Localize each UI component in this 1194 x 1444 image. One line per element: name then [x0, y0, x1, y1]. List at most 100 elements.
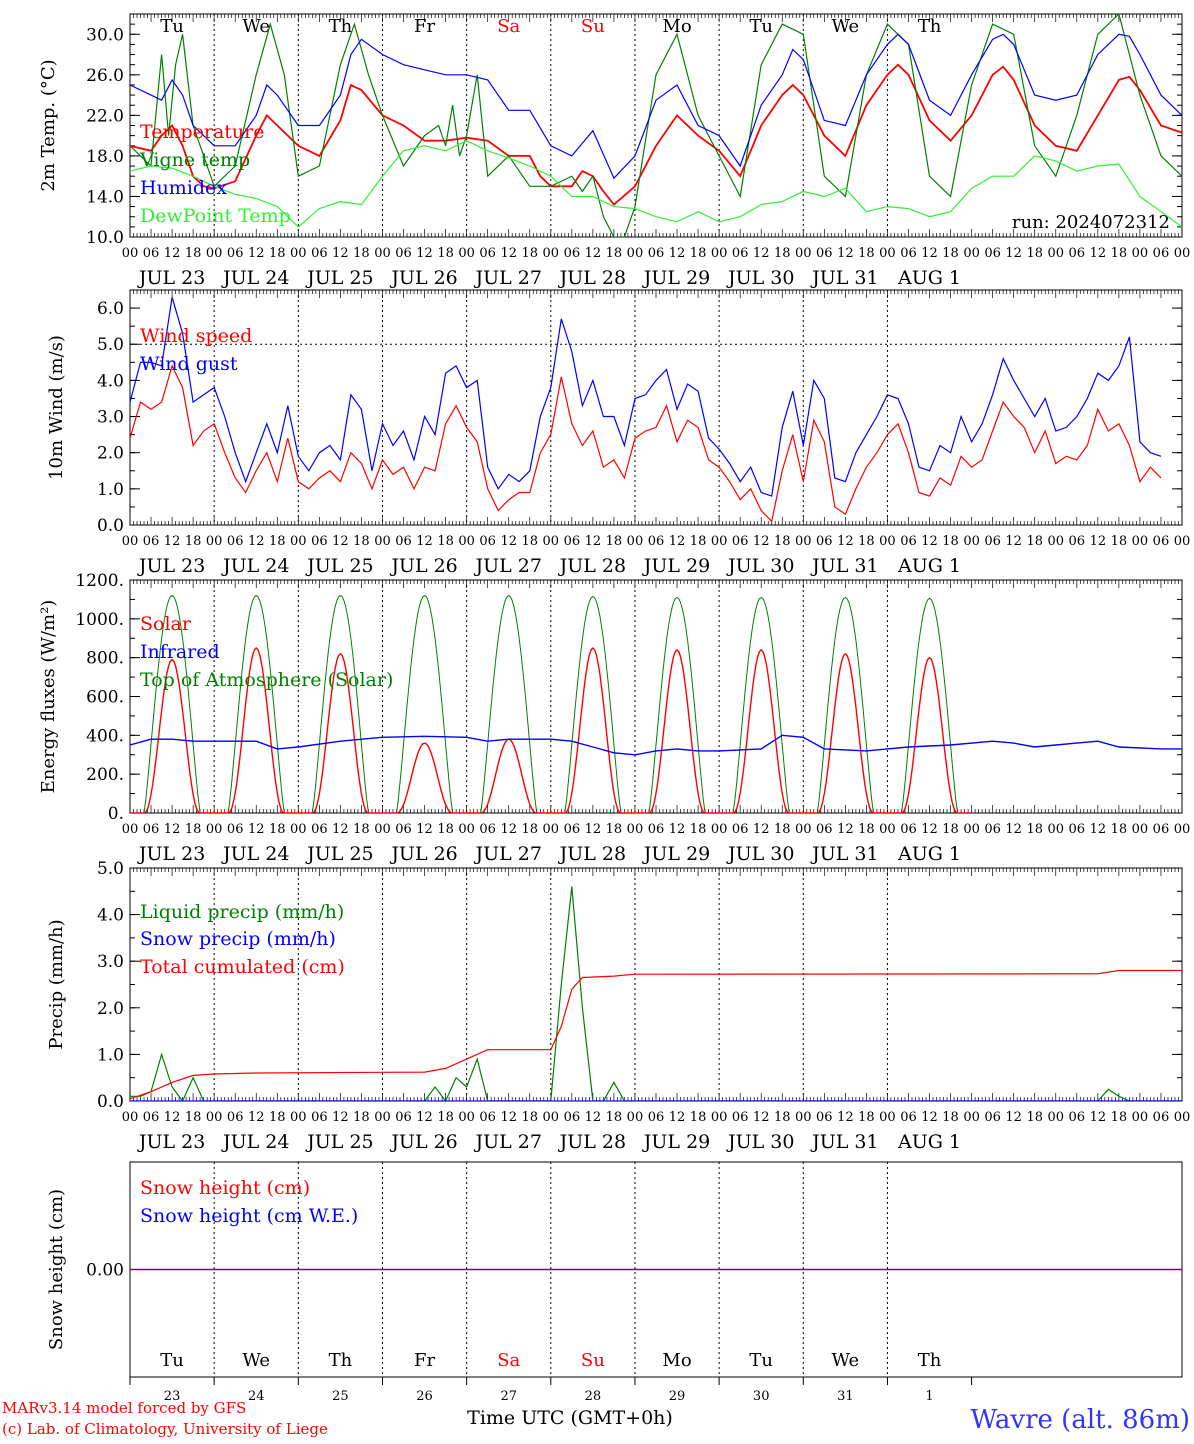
y-tick-label: 3.0 [97, 408, 124, 428]
hour-label: 18 [690, 1110, 707, 1125]
y-tick-label: 0.0 [97, 516, 124, 536]
hour-label: 12 [1090, 534, 1107, 549]
hour-label: 12 [669, 822, 686, 837]
day-name: Fr [414, 16, 435, 37]
date-label: JUL 31 [810, 555, 878, 577]
date-label: JUL 31 [810, 843, 878, 865]
date-label: JUL 28 [558, 555, 626, 577]
hour-label: 06 [1069, 1110, 1086, 1125]
hour-label: 00 [122, 1110, 139, 1125]
hour-label: 12 [585, 534, 602, 549]
bottom-day-name: We [832, 1350, 860, 1371]
hour-label: 06 [311, 1110, 328, 1125]
date-label: AUG 1 [897, 1131, 961, 1153]
date-label: JUL 24 [221, 843, 289, 865]
hour-label: 06 [143, 534, 160, 549]
hour-label: 18 [1111, 822, 1128, 837]
y-tick-label: 1.0 [97, 1045, 124, 1065]
hour-label: 00 [374, 534, 391, 549]
hour-label: 12 [164, 534, 181, 549]
legend-entry: Infrared [140, 641, 220, 663]
hour-label: 06 [564, 822, 581, 837]
hour-label: 00 [711, 1110, 728, 1125]
hour-label: 00 [795, 822, 812, 837]
hour-label: 06 [1069, 822, 1086, 837]
day-name: Th [329, 16, 353, 37]
hour-label: 00 [458, 822, 475, 837]
hour-label: 12 [500, 822, 517, 837]
panel-4: 0.0 1.0 2.0 3.0 4.0 5.0 Precip (mm/h) 00 06 12 18 0… [46, 859, 1190, 1153]
hour-label: 00 [1132, 246, 1149, 261]
y-tick-label: 400. [86, 726, 124, 746]
hour-label: 06 [1153, 246, 1170, 261]
date-label: JUL 30 [726, 555, 794, 577]
hour-label: 06 [395, 822, 412, 837]
hour-label: 00 [795, 1110, 812, 1125]
date-label: JUL 26 [389, 555, 457, 577]
date-label: JUL 23 [137, 267, 205, 289]
hour-label: 06 [143, 246, 160, 261]
hour-label: 12 [1090, 246, 1107, 261]
hour-label: 18 [690, 822, 707, 837]
day-name: Sa [497, 16, 520, 37]
hour-label: 12 [416, 534, 433, 549]
date-label: JUL 25 [305, 1131, 373, 1153]
bottom-day-name: Th [329, 1350, 353, 1371]
hour-label: 06 [816, 1110, 833, 1125]
hour-label: 12 [1005, 246, 1022, 261]
legend-entry: Wind gust [140, 353, 238, 375]
date-label: JUL 27 [473, 1131, 541, 1153]
bottom-day-number: 27 [500, 1389, 517, 1404]
hour-label: 12 [837, 1110, 854, 1125]
hour-label: 18 [185, 534, 202, 549]
hour-label: 12 [837, 534, 854, 549]
bottom-day-number: 24 [248, 1389, 265, 1404]
hour-label: 00 [879, 534, 896, 549]
hour-label: 00 [374, 246, 391, 261]
hour-label: 18 [1111, 1110, 1128, 1125]
hour-label: 00 [1047, 246, 1064, 261]
hour-label: 06 [648, 822, 665, 837]
date-label: JUL 27 [473, 555, 541, 577]
hour-label: 00 [627, 1110, 644, 1125]
bottom-day-name: Tu [160, 1350, 184, 1371]
date-label: JUL 23 [137, 843, 205, 865]
y-tick-label: 0.00 [86, 1261, 124, 1281]
panel-5: 0.00 Snow height (cm) Snow height (cm) Snow… [46, 1161, 1183, 1404]
legend-entry: Total cumulated (cm) [140, 956, 345, 978]
hour-label: 06 [395, 1110, 412, 1125]
y-tick-label: 26.0 [86, 66, 124, 86]
hour-label: 12 [921, 246, 938, 261]
hour-label: 00 [1174, 246, 1191, 261]
day-name: Th [918, 16, 942, 37]
panel-1: 10.0 14.0 18.0 22.0 26.0 30.0 2m Temp. (°C) 00 0… [38, 13, 1191, 289]
hour-label: 18 [521, 534, 538, 549]
hour-label: 00 [879, 822, 896, 837]
hour-label: 18 [942, 246, 959, 261]
hour-label: 00 [543, 1110, 560, 1125]
legend-entry: Liquid precip (mm/h) [140, 901, 344, 923]
legend-entry: Temperature [140, 121, 264, 143]
hour-label: 00 [1132, 1110, 1149, 1125]
hour-label: 12 [500, 246, 517, 261]
hour-label: 06 [984, 822, 1001, 837]
hour-label: 18 [521, 1110, 538, 1125]
panel-2: 0.0 1.0 2.0 3.0 4.0 5.0 6.0 10m Wind (m/s) 00 06 1… [46, 289, 1190, 577]
hour-label: 00 [963, 1110, 980, 1125]
series-line-humidex [130, 33, 1182, 180]
hour-label: 00 [290, 534, 307, 549]
hour-label: 18 [437, 822, 454, 837]
hour-label: 06 [479, 1110, 496, 1125]
hour-label: 00 [458, 534, 475, 549]
hour-label: 12 [921, 822, 938, 837]
hour-label: 00 [543, 246, 560, 261]
y-tick-label: 2.0 [97, 999, 124, 1019]
hour-label: 06 [648, 1110, 665, 1125]
hour-label: 18 [858, 534, 875, 549]
hour-label: 00 [458, 1110, 475, 1125]
hour-label: 12 [585, 246, 602, 261]
hour-label: 12 [753, 822, 770, 837]
station-name: Wavre (alt. 86m) [970, 1405, 1190, 1435]
legend-entry: Solar [140, 613, 192, 635]
